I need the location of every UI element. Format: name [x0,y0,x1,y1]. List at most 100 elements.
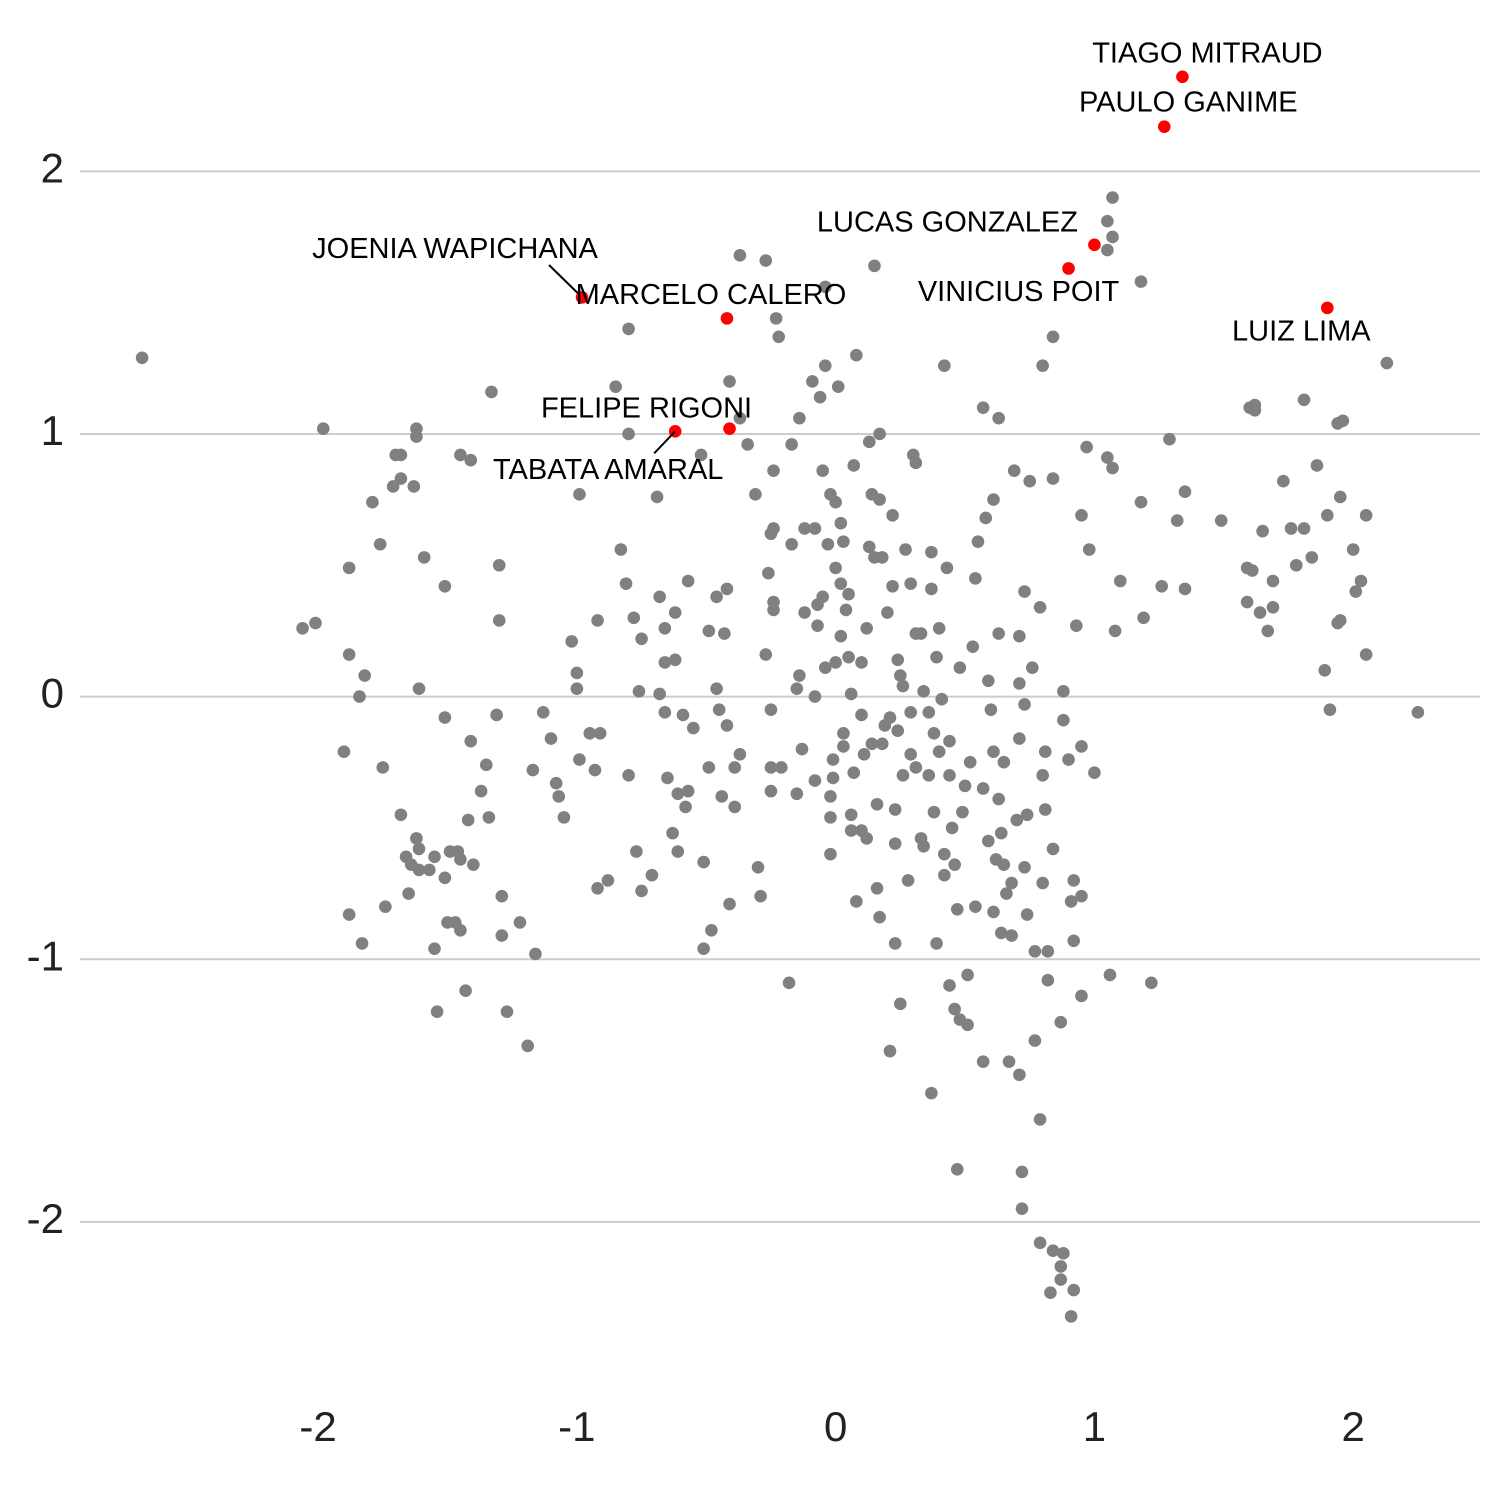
data-point [1106,191,1119,204]
data-point [813,390,827,404]
data-point [855,708,868,722]
y-tick-label: 2 [41,144,64,191]
data-point [1359,509,1373,522]
data-point [1057,685,1070,698]
data-point [402,887,415,900]
data-point [702,624,716,638]
data-point [932,621,946,635]
data-point [831,380,845,393]
data-point [925,582,938,596]
data-point [886,579,899,593]
data-point [593,727,607,740]
data-point [1323,703,1337,716]
data-point [821,537,835,551]
data-point [793,669,806,682]
data-point [428,850,441,864]
data-point [1178,582,1192,596]
data-point [782,976,796,990]
data-point [1010,813,1024,827]
data-point [557,811,571,824]
data-point [681,574,695,588]
data-point [718,627,731,640]
data-point [464,453,478,467]
data-point [573,753,586,766]
data-point [552,790,566,803]
data-point [943,734,956,748]
data-point [1266,600,1280,614]
data-point [850,348,863,362]
data-point [904,706,917,719]
data-point [1137,611,1150,625]
data-point [728,800,742,814]
data-point [653,590,666,604]
data-point [1020,908,1034,921]
data-point [513,916,527,929]
data-point [358,669,371,682]
data-point [1013,1068,1026,1082]
data-point [575,291,589,304]
data-point [723,422,736,435]
data-point [997,858,1011,871]
data-point [762,566,775,580]
data-point [1015,1165,1029,1179]
data-point [485,385,498,399]
data-point [1018,585,1031,598]
data-point [1145,976,1158,990]
data-point [992,792,1005,806]
data-point [909,761,923,774]
data-point [529,947,542,961]
data-point [492,614,506,627]
data-point [883,711,897,724]
data-point [666,826,679,840]
data-point [1134,495,1148,509]
data-point [751,860,765,874]
data-point [1054,1260,1068,1273]
data-point [925,1086,938,1100]
data-point [818,280,832,294]
data-point [342,908,356,921]
data-point [630,845,643,858]
data-point [958,779,972,793]
data-point [1321,301,1334,315]
data-point [573,488,586,501]
y-tick-label: -2 [27,1195,64,1242]
data-point [723,897,736,911]
data-point [888,803,902,816]
data-point [697,942,710,955]
data-point [938,868,951,882]
data-point [1067,1283,1081,1297]
data-point [901,874,915,887]
data-point [565,635,578,648]
data-point [860,621,873,635]
data-point [1046,1244,1060,1258]
y-tick-label: 0 [41,670,64,717]
data-point [723,375,736,388]
data-point [1103,968,1117,982]
data-point [865,737,879,751]
data-point [950,1162,964,1176]
data-point [671,845,685,858]
data-point [917,839,930,853]
x-tick-label: -2 [299,1403,336,1450]
data-point [987,493,1000,506]
point-label: LUIZ LIMA [1232,316,1371,348]
data-point [1101,214,1114,228]
data-point [1046,472,1060,485]
data-point [710,682,723,695]
data-point [495,889,509,903]
data-point [945,821,959,835]
data-point [355,937,369,950]
data-point [650,490,664,504]
data-point [1333,614,1347,627]
x-tick-label: -1 [558,1403,595,1450]
data-point [774,761,788,774]
data-point [925,545,938,559]
data-point [1170,514,1184,527]
data-point [1333,490,1347,504]
data-point [1113,574,1127,588]
data-point [474,784,488,798]
data-point [1106,461,1119,475]
data-point [428,942,441,955]
data-point [834,516,848,530]
data-point [1106,230,1119,244]
